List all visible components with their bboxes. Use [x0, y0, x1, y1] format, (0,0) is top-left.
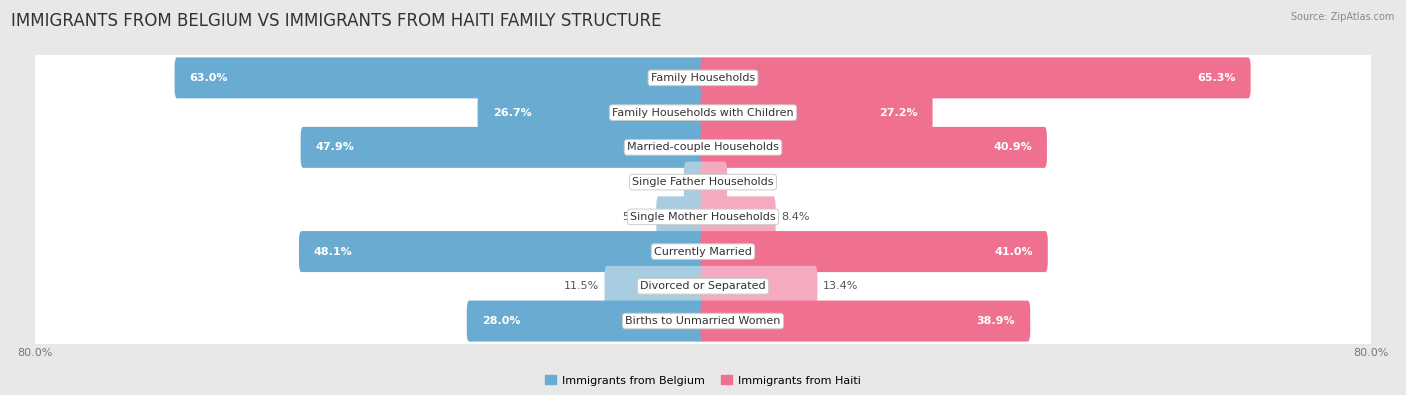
Text: IMMIGRANTS FROM BELGIUM VS IMMIGRANTS FROM HAITI FAMILY STRUCTURE: IMMIGRANTS FROM BELGIUM VS IMMIGRANTS FR… — [11, 12, 662, 30]
Text: Single Mother Households: Single Mother Households — [630, 212, 776, 222]
Text: Family Households with Children: Family Households with Children — [612, 107, 794, 118]
Text: 65.3%: 65.3% — [1197, 73, 1236, 83]
FancyBboxPatch shape — [467, 301, 706, 342]
FancyBboxPatch shape — [700, 301, 1031, 342]
FancyBboxPatch shape — [683, 162, 706, 203]
Text: 38.9%: 38.9% — [977, 316, 1015, 326]
Text: Family Households: Family Households — [651, 73, 755, 83]
FancyBboxPatch shape — [700, 162, 727, 203]
FancyBboxPatch shape — [700, 57, 1250, 98]
Text: 27.2%: 27.2% — [879, 107, 918, 118]
FancyBboxPatch shape — [34, 288, 1372, 354]
Text: 8.4%: 8.4% — [782, 212, 810, 222]
Text: 11.5%: 11.5% — [564, 281, 599, 292]
FancyBboxPatch shape — [478, 92, 706, 133]
FancyBboxPatch shape — [34, 218, 1372, 285]
Text: 2.6%: 2.6% — [733, 177, 762, 187]
Text: 5.3%: 5.3% — [623, 212, 651, 222]
FancyBboxPatch shape — [657, 196, 706, 237]
FancyBboxPatch shape — [700, 266, 817, 307]
FancyBboxPatch shape — [34, 45, 1372, 111]
Legend: Immigrants from Belgium, Immigrants from Haiti: Immigrants from Belgium, Immigrants from… — [541, 371, 865, 390]
FancyBboxPatch shape — [34, 253, 1372, 320]
FancyBboxPatch shape — [34, 114, 1372, 181]
Text: Single Father Households: Single Father Households — [633, 177, 773, 187]
Text: 40.9%: 40.9% — [993, 142, 1032, 152]
Text: 41.0%: 41.0% — [994, 246, 1033, 257]
Text: 28.0%: 28.0% — [482, 316, 520, 326]
Text: Divorced or Separated: Divorced or Separated — [640, 281, 766, 292]
FancyBboxPatch shape — [605, 266, 706, 307]
Text: 26.7%: 26.7% — [492, 107, 531, 118]
FancyBboxPatch shape — [700, 92, 932, 133]
FancyBboxPatch shape — [34, 149, 1372, 215]
FancyBboxPatch shape — [700, 127, 1047, 168]
FancyBboxPatch shape — [34, 79, 1372, 146]
Text: Married-couple Households: Married-couple Households — [627, 142, 779, 152]
FancyBboxPatch shape — [34, 184, 1372, 250]
FancyBboxPatch shape — [299, 231, 706, 272]
Text: 47.9%: 47.9% — [315, 142, 354, 152]
Text: 13.4%: 13.4% — [823, 281, 859, 292]
Text: Currently Married: Currently Married — [654, 246, 752, 257]
FancyBboxPatch shape — [700, 196, 776, 237]
Text: 63.0%: 63.0% — [190, 73, 228, 83]
Text: 48.1%: 48.1% — [314, 246, 353, 257]
FancyBboxPatch shape — [301, 127, 706, 168]
Text: 2.0%: 2.0% — [650, 177, 678, 187]
FancyBboxPatch shape — [174, 57, 706, 98]
Text: Births to Unmarried Women: Births to Unmarried Women — [626, 316, 780, 326]
FancyBboxPatch shape — [700, 231, 1047, 272]
Text: Source: ZipAtlas.com: Source: ZipAtlas.com — [1291, 12, 1395, 22]
